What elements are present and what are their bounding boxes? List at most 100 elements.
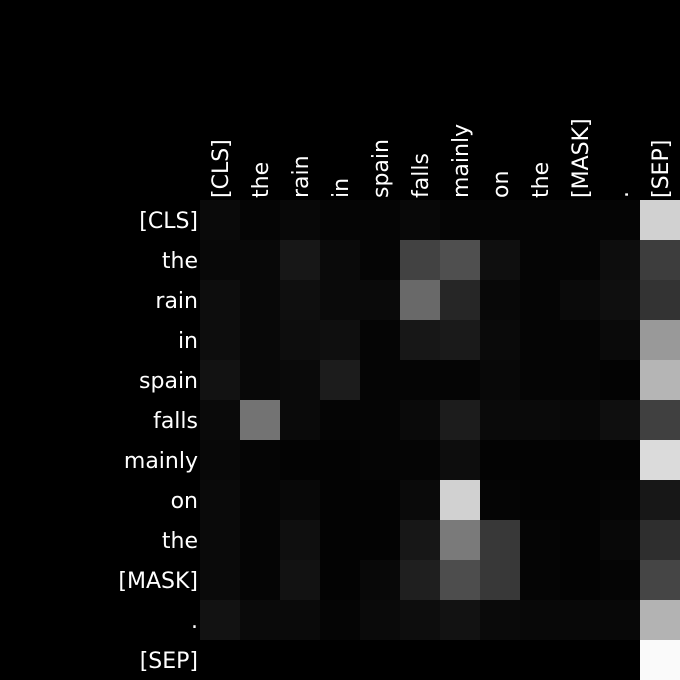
heatmap-cell-r4-c8 xyxy=(520,360,560,400)
heatmap-cell-r2-c10 xyxy=(600,280,640,320)
row-label: spain xyxy=(139,369,198,394)
heatmap-cell-r8-c11 xyxy=(640,520,680,560)
row-label: on xyxy=(171,489,198,514)
row-label: . xyxy=(191,609,198,634)
heatmap-cell-r1-c7 xyxy=(480,240,520,280)
heatmap-cell-r4-c10 xyxy=(600,360,640,400)
heatmap-cell-r5-c8 xyxy=(520,400,560,440)
heatmap-cell-r1-c6 xyxy=(440,240,480,280)
heatmap-cell-r10-c6 xyxy=(440,600,480,640)
column-label: falls xyxy=(409,153,434,198)
heatmap-cell-r9-c8 xyxy=(520,560,560,600)
heatmap-cell-r8-c4 xyxy=(360,520,400,560)
column-label: [CLS] xyxy=(209,139,234,198)
heatmap-cell-r5-c1 xyxy=(240,400,280,440)
heatmap-cell-r7-c11 xyxy=(640,480,680,520)
heatmap-cell-r7-c3 xyxy=(320,480,360,520)
heatmap-cell-r5-c6 xyxy=(440,400,480,440)
heatmap-cell-r2-c1 xyxy=(240,280,280,320)
heatmap-cell-r9-c0 xyxy=(200,560,240,600)
heatmap-cell-r1-c9 xyxy=(560,240,600,280)
heatmap-cell-r11-c11 xyxy=(640,640,680,680)
heatmap-cell-r7-c6 xyxy=(440,480,480,520)
heatmap-cell-r5-c4 xyxy=(360,400,400,440)
row-label: rain xyxy=(155,289,198,314)
row-label: the xyxy=(162,529,198,554)
row-label: mainly xyxy=(124,449,198,474)
heatmap-cell-r6-c11 xyxy=(640,440,680,480)
heatmap-cell-r9-c3 xyxy=(320,560,360,600)
heatmap-cell-r0-c5 xyxy=(400,200,440,240)
heatmap-cell-r2-c3 xyxy=(320,280,360,320)
heatmap-cell-r10-c1 xyxy=(240,600,280,640)
heatmap-cell-r2-c5 xyxy=(400,280,440,320)
heatmap-cell-r4-c3 xyxy=(320,360,360,400)
row-label: the xyxy=(162,249,198,274)
heatmap-cell-r10-c11 xyxy=(640,600,680,640)
heatmap-cell-r8-c6 xyxy=(440,520,480,560)
heatmap-cell-r6-c8 xyxy=(520,440,560,480)
row-label: in xyxy=(178,329,198,354)
heatmap-cell-r11-c10 xyxy=(600,640,640,680)
heatmap-cell-r3-c4 xyxy=(360,320,400,360)
heatmap-cell-r9-c2 xyxy=(280,560,320,600)
heatmap-cell-r4-c7 xyxy=(480,360,520,400)
column-label: rain xyxy=(289,155,314,198)
heatmap-cell-r4-c11 xyxy=(640,360,680,400)
heatmap-cell-r3-c8 xyxy=(520,320,560,360)
heatmap-cell-r2-c0 xyxy=(200,280,240,320)
heatmap-cell-r1-c2 xyxy=(280,240,320,280)
heatmap-cell-r6-c2 xyxy=(280,440,320,480)
heatmap-cell-r3-c7 xyxy=(480,320,520,360)
heatmap-cell-r4-c2 xyxy=(280,360,320,400)
heatmap-cell-r0-c11 xyxy=(640,200,680,240)
heatmap-cell-r5-c3 xyxy=(320,400,360,440)
heatmap-cell-r11-c3 xyxy=(320,640,360,680)
heatmap-cell-r3-c0 xyxy=(200,320,240,360)
heatmap-cell-r5-c10 xyxy=(600,400,640,440)
column-labels: [CLS] the rain in spain falls mainly on the [MASK… xyxy=(209,118,674,198)
heatmap-cell-r3-c2 xyxy=(280,320,320,360)
heatmap-cell-r4-c4 xyxy=(360,360,400,400)
heatmap-cell-r5-c11 xyxy=(640,400,680,440)
heatmap-cell-r3-c10 xyxy=(600,320,640,360)
column-label: the xyxy=(249,162,274,198)
row-label: [SEP] xyxy=(140,649,198,674)
heatmap-cell-r6-c3 xyxy=(320,440,360,480)
heatmap-cell-r3-c6 xyxy=(440,320,480,360)
heatmap-cell-r4-c0 xyxy=(200,360,240,400)
heatmap-cell-r11-c4 xyxy=(360,640,400,680)
heatmap-cell-r0-c4 xyxy=(360,200,400,240)
heatmap-cell-r4-c5 xyxy=(400,360,440,400)
heatmap-cell-r0-c2 xyxy=(280,200,320,240)
heatmap-cell-r2-c8 xyxy=(520,280,560,320)
heatmap-cell-r0-c1 xyxy=(240,200,280,240)
heatmap-cell-r6-c0 xyxy=(200,440,240,480)
heatmap-cell-r9-c4 xyxy=(360,560,400,600)
heatmap-cell-r7-c4 xyxy=(360,480,400,520)
row-label: [MASK] xyxy=(118,569,198,594)
heatmap-cell-r8-c5 xyxy=(400,520,440,560)
heatmap-cell-r8-c10 xyxy=(600,520,640,560)
heatmap-cell-r7-c1 xyxy=(240,480,280,520)
heatmap-cell-r4-c1 xyxy=(240,360,280,400)
heatmap-cell-r10-c7 xyxy=(480,600,520,640)
heatmap-cell-r10-c8 xyxy=(520,600,560,640)
heatmap-cell-r7-c0 xyxy=(200,480,240,520)
heatmap-cell-r5-c9 xyxy=(560,400,600,440)
heatmap-cell-r8-c7 xyxy=(480,520,520,560)
heatmap-cell-r1-c8 xyxy=(520,240,560,280)
heatmap-cell-r5-c0 xyxy=(200,400,240,440)
heatmap-cell-r10-c2 xyxy=(280,600,320,640)
row-label: falls xyxy=(153,409,198,434)
heatmap-cell-r0-c10 xyxy=(600,200,640,240)
heatmap-cell-r1-c11 xyxy=(640,240,680,280)
heatmap-cell-r6-c4 xyxy=(360,440,400,480)
heatmap-cell-r10-c10 xyxy=(600,600,640,640)
heatmap-cell-r10-c5 xyxy=(400,600,440,640)
heatmap-cell-r6-c7 xyxy=(480,440,520,480)
heatmap-cell-r10-c3 xyxy=(320,600,360,640)
heatmap-cell-r6-c9 xyxy=(560,440,600,480)
heatmap-cell-r5-c2 xyxy=(280,400,320,440)
heatmap-cell-r6-c10 xyxy=(600,440,640,480)
